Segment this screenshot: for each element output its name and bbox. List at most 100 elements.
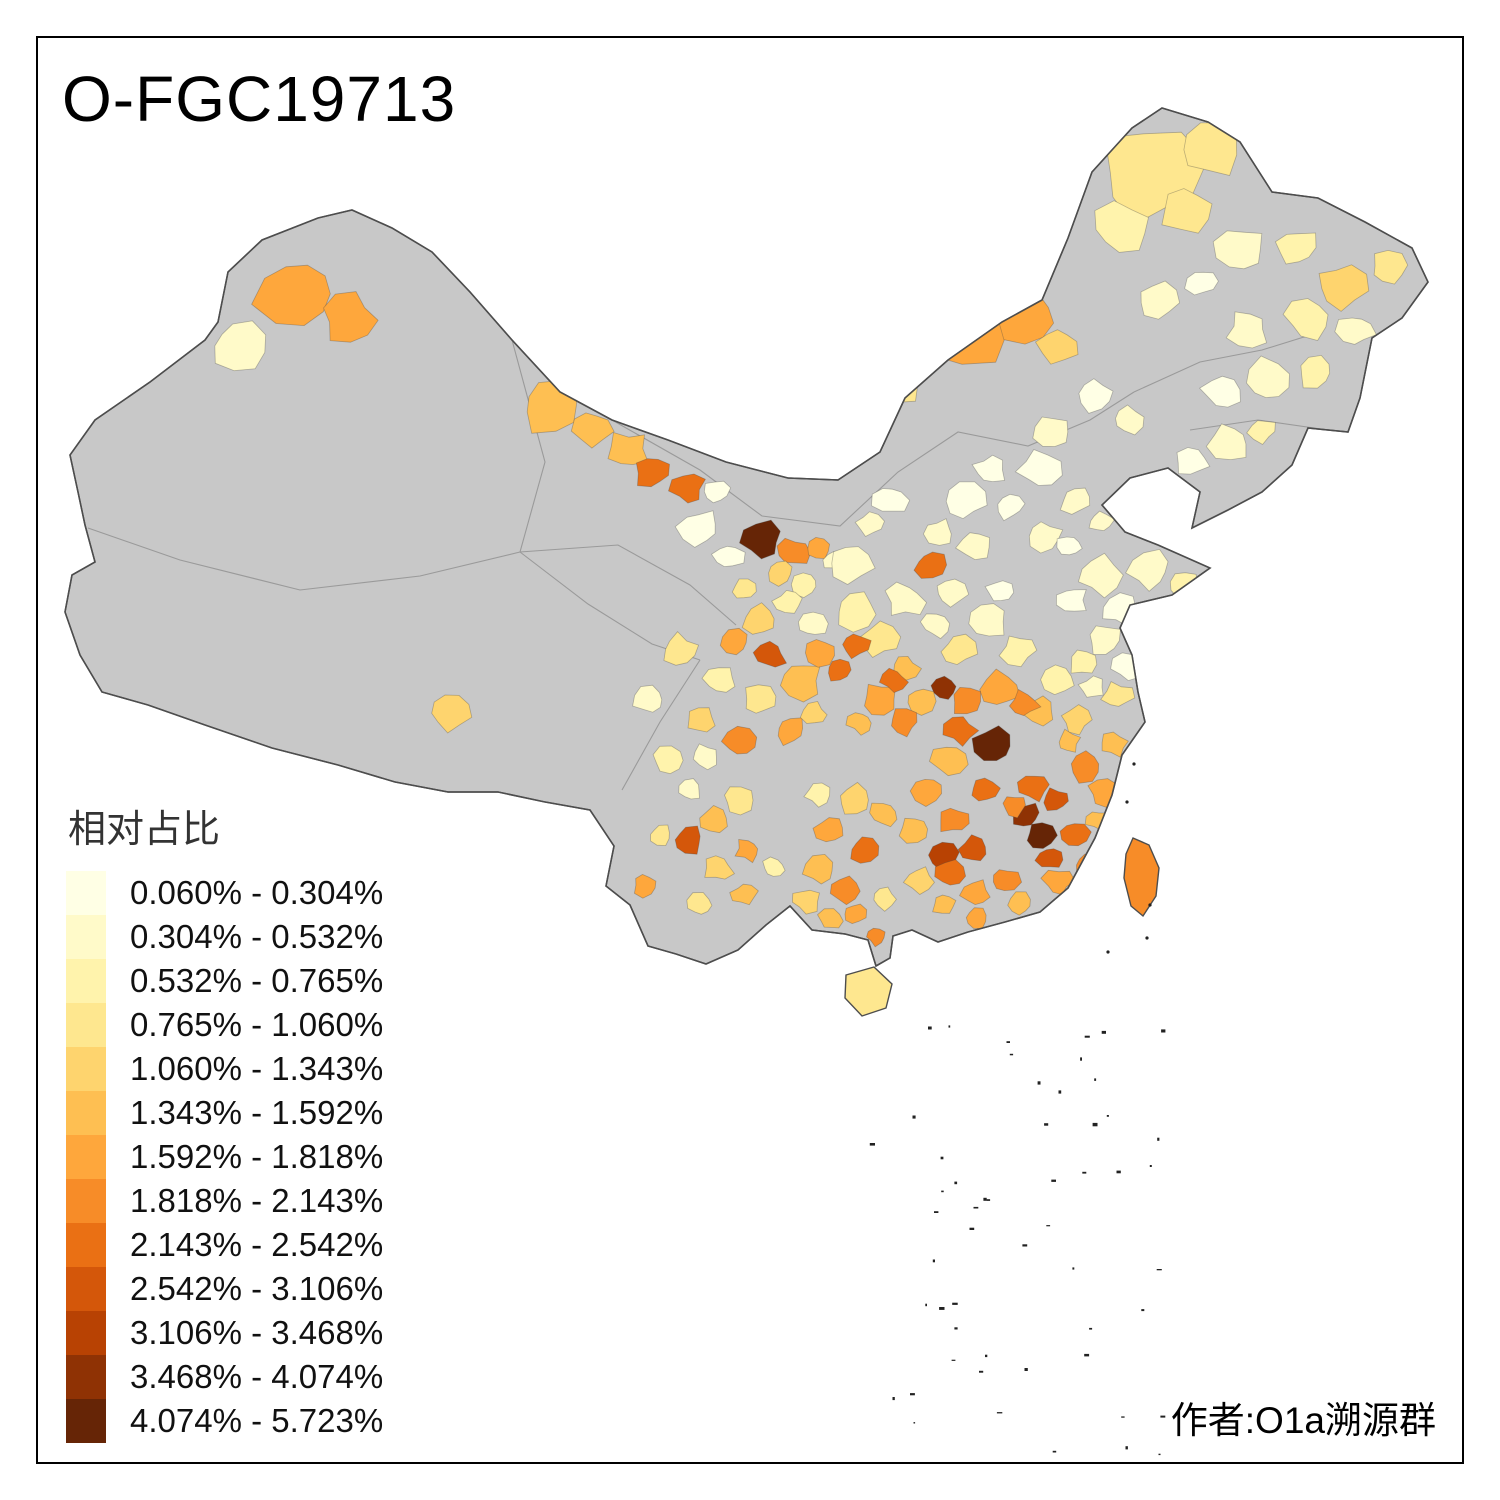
map-region (724, 786, 754, 816)
map-region (699, 805, 728, 834)
map-region (777, 717, 804, 747)
map-region (1060, 704, 1093, 736)
map-region (1043, 787, 1069, 812)
map-region (992, 869, 1023, 892)
legend-swatch (66, 1311, 106, 1355)
islet (940, 1156, 944, 1160)
islet (1149, 1165, 1152, 1167)
legend-label: 1.343% - 1.592% (130, 1094, 384, 1131)
islet (983, 1197, 987, 1201)
legend-swatch (66, 1223, 106, 1267)
legend-label: 1.060% - 1.343% (130, 1050, 384, 1087)
map-region (1055, 589, 1087, 612)
map-region (909, 778, 943, 807)
map-region (739, 519, 781, 560)
legend-swatch (66, 1179, 106, 1223)
page-title: O-FGC19713 (62, 63, 457, 135)
map-region (1101, 731, 1129, 758)
map-region (1274, 232, 1317, 265)
map-region (1034, 848, 1064, 868)
islet (1044, 1123, 1049, 1126)
islet (1084, 1353, 1090, 1357)
islet (1052, 1450, 1057, 1453)
map-region (840, 781, 869, 815)
map-region (869, 802, 898, 828)
islet (1051, 1179, 1056, 1182)
map-region (1056, 536, 1083, 556)
map-region (844, 903, 868, 925)
map-region (719, 627, 748, 656)
map-region (1089, 625, 1121, 655)
map-region (971, 777, 1001, 802)
map-region (958, 879, 991, 906)
islet (969, 1227, 975, 1230)
legend-item: 4.074% - 5.723% (66, 1399, 383, 1443)
map-region (812, 817, 844, 843)
map-region (1176, 447, 1211, 475)
legend-item: 2.542% - 3.106% (66, 1267, 383, 1311)
legend-swatch (66, 1003, 106, 1047)
map-region (1100, 681, 1136, 707)
legend-item: 1.060% - 1.343% (66, 1047, 383, 1091)
map-region (635, 458, 670, 488)
islet (1145, 936, 1149, 940)
map-region (1007, 891, 1031, 916)
legend-swatch (66, 1091, 106, 1135)
map-region (878, 667, 910, 693)
map-region (984, 580, 1015, 602)
map-region (570, 412, 615, 449)
map-region (1115, 404, 1145, 436)
map-region (1014, 449, 1063, 486)
legend-item: 1.343% - 1.592% (66, 1091, 383, 1135)
legend-label: 4.074% - 5.723% (130, 1402, 384, 1439)
islet (932, 1259, 935, 1263)
map-region (1161, 188, 1213, 234)
islet (979, 1370, 984, 1373)
map-region (734, 839, 759, 864)
map-region (866, 927, 886, 948)
islet (1160, 1415, 1166, 1418)
islet (1084, 1035, 1090, 1038)
islet (1157, 1137, 1160, 1141)
map-region (845, 712, 872, 736)
map-region (799, 700, 828, 724)
islet (1148, 903, 1152, 907)
map-region (633, 873, 657, 899)
legend-label: 1.818% - 2.143% (130, 1182, 384, 1219)
map-region (686, 892, 713, 915)
map-region (1300, 354, 1331, 389)
map-region (741, 602, 775, 635)
islet (1158, 1453, 1161, 1456)
map-region (873, 886, 897, 912)
map-region (704, 855, 736, 880)
map-region (922, 518, 952, 546)
legend-swatch (66, 1399, 106, 1443)
map-region (1077, 675, 1104, 698)
map-region (979, 668, 1021, 705)
map-region (940, 633, 979, 666)
islet (1156, 1269, 1162, 1271)
map-region (842, 633, 872, 660)
map-region (791, 889, 820, 915)
islet (1092, 1122, 1098, 1127)
islet (910, 1393, 915, 1396)
map-region (323, 291, 379, 343)
map-region (1334, 317, 1377, 345)
map-region (1059, 487, 1091, 515)
map-region (1125, 548, 1169, 592)
legend-items: 0.060% - 0.304% 0.304% - 0.532% 0.532% - 0… (66, 871, 383, 1443)
map-region (752, 640, 788, 668)
map-region (703, 480, 732, 504)
legend-item: 3.106% - 3.468% (66, 1311, 383, 1355)
islet (1094, 1078, 1097, 1081)
legend-label: 0.765% - 1.060% (130, 1006, 384, 1043)
map-region (1058, 728, 1082, 753)
map-region (1198, 375, 1241, 408)
map-region (729, 883, 759, 906)
map-region (936, 578, 970, 608)
map-region (1077, 552, 1124, 599)
map-region (692, 743, 717, 771)
islet (1080, 1057, 1082, 1061)
map-region (1028, 521, 1064, 554)
map-region (953, 686, 981, 715)
